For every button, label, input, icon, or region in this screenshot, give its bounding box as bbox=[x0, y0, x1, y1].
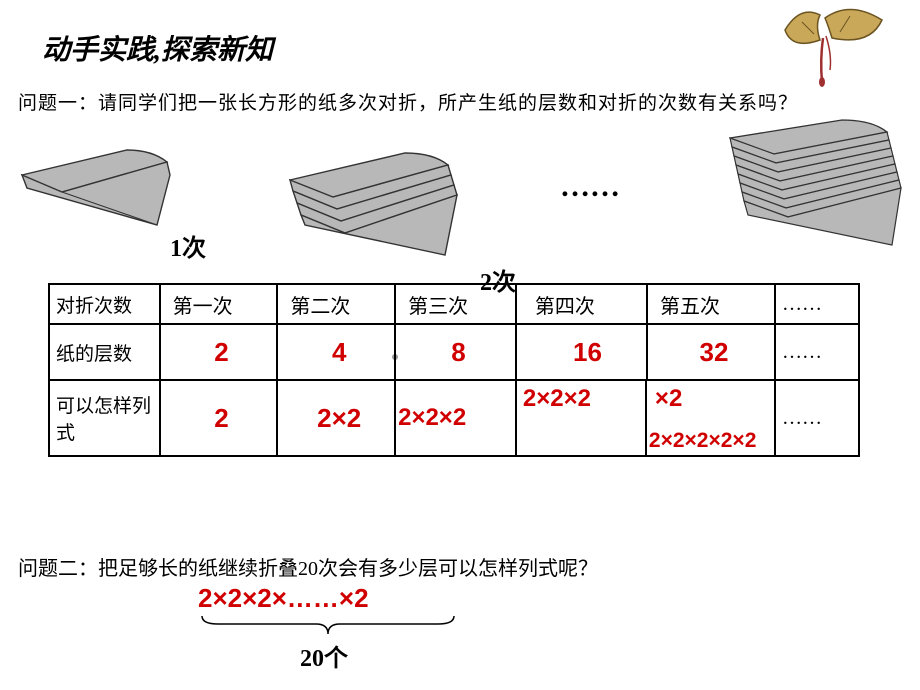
ellipsis-big: …… bbox=[560, 170, 620, 204]
tbl-expr-label: 可以怎样列式 bbox=[49, 380, 160, 456]
tbl-header-1: 第一次 bbox=[160, 284, 278, 324]
tbl-header-2: 第二次 bbox=[277, 284, 395, 324]
tbl-expr-5: 2×2×2×2×2 bbox=[649, 429, 756, 453]
leaf-decoration-icon bbox=[770, 0, 900, 90]
tbl-header-fold: 对折次数 bbox=[49, 284, 160, 324]
tbl-expr-3: 2×2×2 bbox=[398, 404, 466, 431]
paper-fold-2-icon bbox=[265, 125, 465, 270]
paper-fold-many-icon bbox=[712, 110, 902, 260]
question-2: 问题二：把足够长的纸继续折叠20次会有多少层可以怎样列式呢？ bbox=[18, 552, 598, 581]
tbl-header-4: 第四次 bbox=[516, 284, 647, 324]
tbl-expr-ellipsis: …… bbox=[775, 380, 859, 456]
paper-fold-1-icon bbox=[12, 120, 187, 240]
tbl-expr-4-top: 2×2×2 bbox=[523, 385, 591, 413]
tbl-expr-2: 2×2 bbox=[290, 403, 388, 434]
answer-2: 2×2×2×……×2 bbox=[198, 583, 369, 614]
tbl-layers-1: 2 bbox=[173, 337, 271, 368]
fold-1-label: 1次 bbox=[170, 228, 206, 263]
brace-icon bbox=[198, 614, 458, 636]
tbl-header-ellipsis: …… bbox=[775, 284, 859, 324]
tbl-layers-4: 16 bbox=[535, 337, 640, 368]
tbl-header-3: 第三次 bbox=[395, 284, 516, 324]
slide-title: 动手实践,探索新知 bbox=[42, 28, 273, 68]
tbl-expr-1: 2 bbox=[173, 403, 271, 434]
fold-table: 对折次数 第一次 第二次 第三次 第四次 第五次 …… 纸的层数 2 4 8 1… bbox=[48, 283, 860, 457]
brace-count-label: 20个 bbox=[300, 638, 348, 673]
tbl-layers-2: 4 bbox=[290, 337, 388, 368]
tbl-layers-3: 8 bbox=[408, 337, 509, 368]
question-1: 问题一：请同学们把一张长方形的纸多次对折，所产生纸的层数和对折的次数有关系吗？ bbox=[18, 88, 798, 115]
tbl-layers-label: 纸的层数 bbox=[49, 324, 160, 380]
tbl-layers-ellipsis: …… bbox=[775, 324, 859, 380]
tbl-layers-5: 32 bbox=[660, 337, 768, 368]
tbl-expr-5-top: ×2 bbox=[655, 385, 682, 413]
tbl-header-5: 第五次 bbox=[647, 284, 775, 324]
